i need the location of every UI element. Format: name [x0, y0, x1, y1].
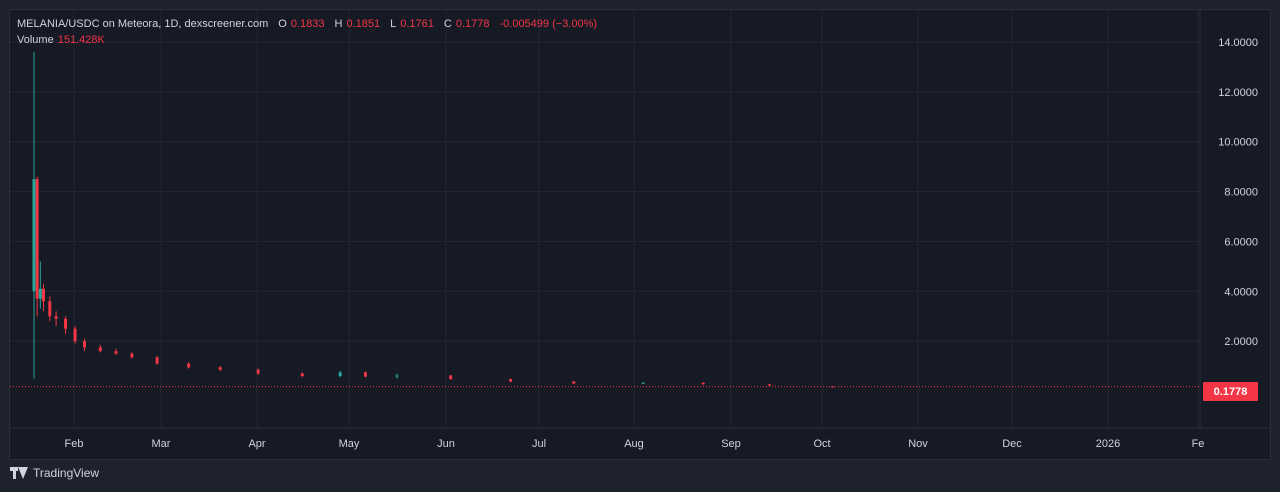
footer-branding[interactable]: TradingView — [10, 466, 99, 480]
last-price-tag: 0.1778 — [1203, 382, 1258, 401]
x-tick-label: May — [339, 438, 360, 450]
x-tick-label: Apr — [248, 438, 265, 450]
candle-body — [32, 179, 36, 292]
change-value: -0.005499 (−3.00%) — [499, 18, 598, 30]
candle-body — [701, 382, 705, 385]
y-tick-label: 12.0000 — [1218, 87, 1258, 99]
candles — [32, 51, 835, 388]
candle-body — [338, 372, 342, 377]
chart-legend: MELANIA/USDC on Meteora, 1D, dexscreener… — [17, 16, 603, 48]
high-value: 0.1851 — [346, 18, 381, 30]
volume-label: Volume — [17, 34, 54, 46]
symbol-title: MELANIA/USDC on Meteora, 1D, dexscreener… — [17, 18, 269, 30]
candle-body — [98, 347, 102, 352]
candle-body — [363, 372, 367, 377]
candle-body — [395, 375, 399, 377]
x-axis[interactable]: Feb Mar Apr May Jun Jul Aug Sep Oct Nov Dec 2026 Fe — [65, 438, 1205, 450]
x-tick-label: Oct — [813, 438, 830, 450]
candle-body — [449, 375, 453, 380]
x-tick-label: Jun — [437, 438, 455, 450]
candle-body — [256, 369, 260, 374]
candle-body — [38, 288, 42, 299]
brand-name: TradingView — [33, 466, 100, 480]
x-tick-label: Aug — [624, 438, 644, 450]
x-tick-label: Fe — [1192, 438, 1205, 450]
y-tick-label: 4.0000 — [1224, 286, 1258, 298]
candle-body — [48, 301, 52, 317]
candle-body — [572, 381, 576, 384]
x-tick-label: Mar — [152, 438, 171, 450]
volume-row: Volume 151.428K — [17, 32, 603, 48]
candle-body — [54, 316, 58, 319]
x-tick-label: Sep — [721, 438, 741, 450]
y-tick-label: 8.0000 — [1224, 187, 1258, 199]
y-tick-label: 14.0000 — [1218, 37, 1258, 49]
x-tick-label: 2026 — [1096, 438, 1120, 450]
x-tick-label: Nov — [908, 438, 928, 450]
tradingview-logo-icon — [10, 467, 28, 479]
low-label: L — [390, 18, 397, 30]
close-label: C — [443, 18, 452, 30]
y-axis[interactable]: 14.0000 12.0000 10.0000 8.0000 6.0000 4.0000 2… — [1218, 37, 1258, 348]
candle-body — [218, 367, 222, 370]
high-label: H — [334, 18, 343, 30]
chart-frame[interactable] — [9, 9, 1271, 460]
ohlc-row: MELANIA/USDC on Meteora, 1D, dexscreener… — [17, 16, 603, 32]
candle-body — [41, 288, 45, 302]
candle-body — [300, 373, 304, 377]
grid-lines — [10, 10, 1270, 429]
x-tick-label: Feb — [65, 438, 84, 450]
x-tick-label: Dec — [1002, 438, 1022, 450]
candle-body — [187, 363, 191, 368]
candle-body — [83, 341, 87, 348]
candle-body — [35, 179, 39, 299]
y-tick-label: 2.0000 — [1224, 336, 1258, 348]
candle-body — [767, 384, 771, 386]
x-tick-label: Jul — [532, 438, 546, 450]
candle-body — [641, 382, 645, 384]
y-tick-label: 6.0000 — [1224, 236, 1258, 248]
candle-body — [64, 318, 68, 329]
volume-value: 151.428K — [57, 34, 105, 46]
candle-body — [155, 357, 159, 364]
low-value: 0.1761 — [400, 18, 434, 30]
candle-body — [130, 353, 134, 358]
close-value: 0.1778 — [455, 18, 490, 30]
open-label: O — [278, 18, 287, 30]
open-value: 0.1833 — [290, 18, 325, 30]
candle-body — [114, 351, 118, 354]
y-tick-label: 10.0000 — [1218, 137, 1258, 149]
candle-body — [73, 328, 77, 342]
candle-body — [509, 379, 513, 382]
